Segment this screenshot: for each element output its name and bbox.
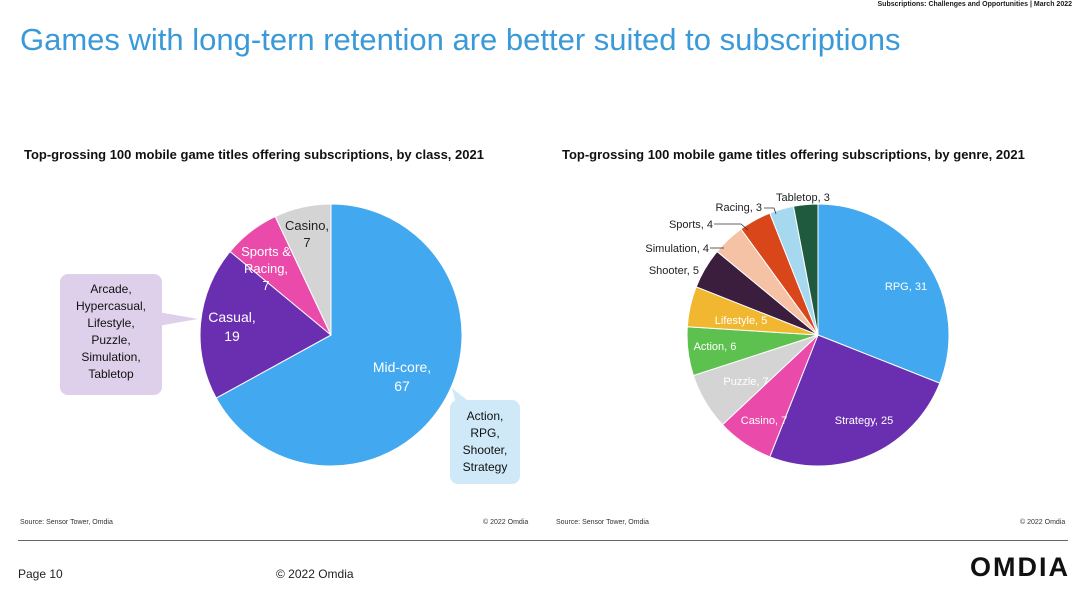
callout-line: Hypercasual, (75, 299, 147, 313)
midcore-callout: Action, RPG, Shooter, Strategy (450, 400, 520, 484)
callout-line: Strategy (462, 460, 508, 474)
genre-label-action: Action, 6 (694, 341, 737, 353)
class-copyright: © 2022 Omdia (483, 519, 529, 526)
genre-label-shooter: Shooter, 5 (649, 265, 699, 277)
genre-source: Source: Sensor Tower, Omdia (556, 519, 649, 526)
genre-copyright: © 2022 Omdia (1020, 519, 1066, 526)
genre-label-racing: Racing, 3 (716, 202, 762, 214)
callout-line: Tabletop (88, 367, 134, 381)
callout-line: Action, (466, 409, 504, 423)
callout-line: Simulation, (81, 350, 141, 364)
genre-slice-strategy (769, 334, 941, 467)
genre-slice-rpg (817, 203, 950, 384)
genre-label-simulation: Simulation, 4 (645, 243, 709, 255)
class-source: Source: Sensor Tower, Omdia (20, 519, 113, 526)
class-label-casual: Casual, 19 (208, 309, 255, 344)
footer-copyright: © 2022 Omdia (276, 567, 354, 581)
genre-leader-racing (764, 207, 777, 215)
class-label-mid-core: Mid-core, 67 (373, 359, 431, 394)
genre-label-strategy: Strategy, 25 (835, 415, 894, 427)
genre-label-lifestyle: Lifestyle, 5 (715, 315, 768, 327)
genre-label-rpg: RPG, 31 (885, 281, 927, 293)
page-number: Page 10 (18, 567, 63, 581)
casual-callout: Arcade, Hypercasual, Lifestyle, Puzzle, … (60, 274, 162, 395)
genre-label-puzzle: Puzzle, 7 (723, 376, 768, 388)
genre-label-casino: Casino, 7 (741, 415, 787, 427)
callout-line: Lifestyle, (87, 316, 135, 330)
callout-line: Arcade, (90, 282, 132, 296)
callout-line: Shooter, (462, 443, 508, 457)
class-chart-title: Top-grossing 100 mobile game titles offe… (24, 147, 484, 162)
genre-leader-sports (714, 223, 749, 231)
callout-line: RPG, (470, 426, 500, 440)
casual-callout-pointer (158, 312, 198, 326)
genre-chart-title: Top-grossing 100 mobile game titles offe… (562, 147, 1025, 162)
class-label-sports-racing: Sports & Racing, 7 (241, 244, 291, 293)
genre-label-tabletop: Tabletop, 3 (776, 192, 830, 204)
omdia-logo: OMDIA (970, 552, 1070, 582)
callout-line: Puzzle, (91, 333, 131, 347)
class-label-casino: Casino, 7 (285, 218, 329, 250)
class-slice-casual (199, 250, 332, 399)
genre-slice-tabletop (792, 203, 819, 336)
slide-title: Games with long-tern retention are bette… (20, 22, 901, 57)
report-note: Subscriptions: Challenges and Opportunit… (877, 1, 1073, 8)
class-slice-casino (274, 203, 332, 336)
genre-label-sports: Sports, 4 (669, 219, 713, 231)
footer-divider (18, 540, 1068, 541)
class-slice-mid-core (215, 203, 463, 467)
